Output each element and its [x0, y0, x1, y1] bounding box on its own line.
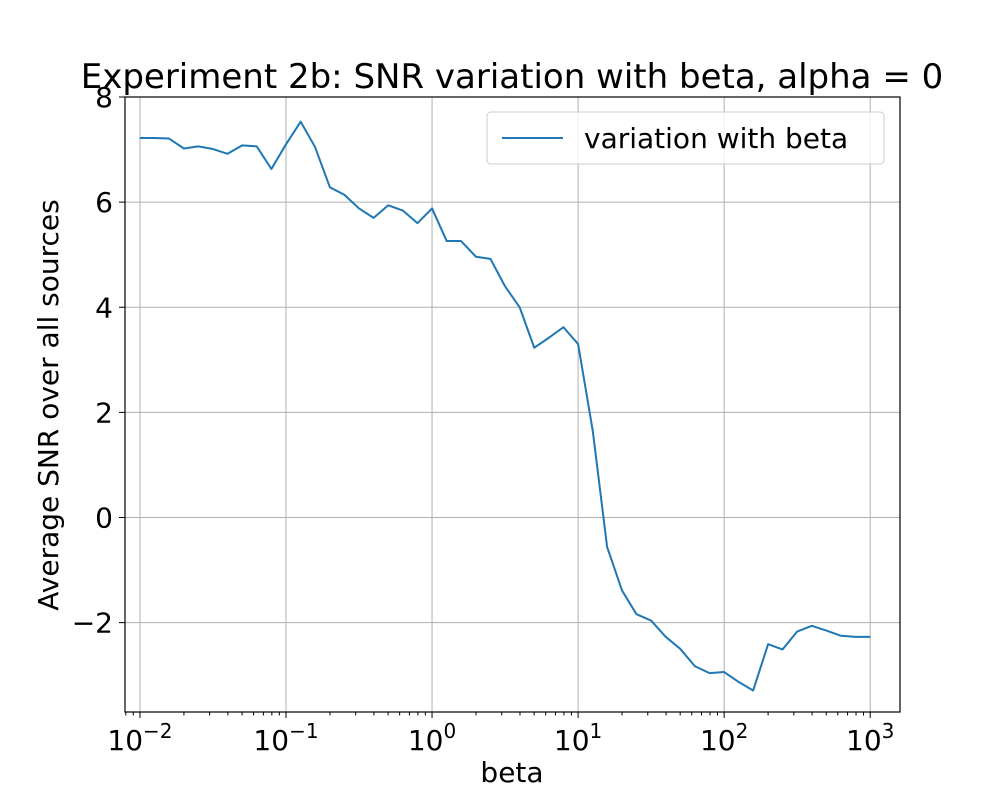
legend-box	[486, 111, 885, 165]
series-layer	[139, 120, 871, 692]
legend: variation with beta	[486, 111, 885, 165]
x-tick-label: 101	[554, 719, 602, 757]
x-tick-label: 10−1	[253, 719, 318, 757]
plot-area-frame	[124, 96, 901, 713]
y-tick-label: −2	[72, 607, 113, 640]
series-line	[139, 120, 871, 692]
x-tick-label: 100	[408, 719, 456, 757]
chart-title: Experiment 2b: SNR variation with beta, …	[81, 57, 944, 97]
ticks: 10−2 10−1 100 101 102 103 −2 0 2 4 6 8	[72, 81, 895, 757]
y-tick-label: 8	[95, 81, 113, 114]
x-tick-label: 102	[700, 719, 748, 757]
x-tick-label: 10−2	[107, 719, 172, 757]
y-tick-label: 0	[95, 502, 113, 535]
grid	[125, 96, 900, 712]
x-axis-label: beta	[480, 756, 543, 789]
y-tick-label: 4	[95, 291, 113, 324]
legend-label: variation with beta	[584, 122, 848, 155]
x-tick-label: 103	[846, 719, 894, 757]
y-tick-label: 2	[95, 396, 113, 429]
y-axis-label: Average SNR over all sources	[32, 199, 65, 610]
y-tick-label: 6	[95, 186, 113, 219]
